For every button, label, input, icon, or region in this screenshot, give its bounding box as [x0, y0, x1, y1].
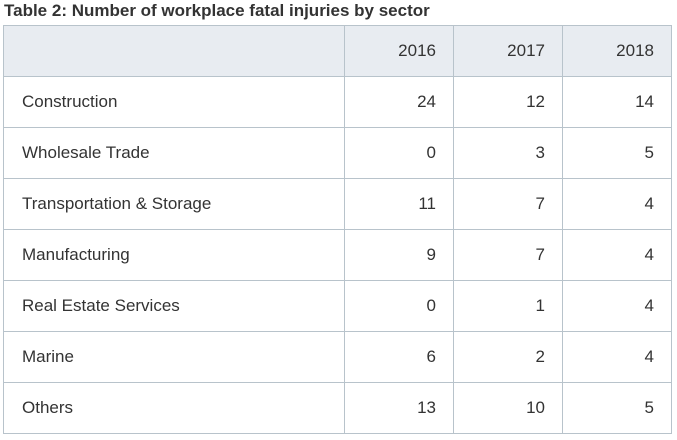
sector-cell: Transportation & Storage	[3, 178, 345, 230]
value-cell: 3	[453, 127, 563, 179]
value-cell: 12	[453, 76, 563, 128]
header-sector	[3, 25, 345, 77]
sector-cell: Others	[3, 382, 345, 434]
value-cell: 5	[562, 127, 672, 179]
value-cell: 4	[562, 280, 672, 332]
value-cell: 7	[453, 178, 563, 230]
sector-cell: Construction	[3, 76, 345, 128]
header-year: 2017	[453, 25, 563, 77]
value-cell: 24	[344, 76, 454, 128]
value-cell: 7	[453, 229, 563, 281]
value-cell: 9	[344, 229, 454, 281]
header-year: 2018	[562, 25, 672, 77]
value-cell: 2	[453, 331, 563, 383]
value-cell: 5	[562, 382, 672, 434]
table-row: Construction 24 12 14	[3, 76, 672, 128]
value-cell: 10	[453, 382, 563, 434]
value-cell: 13	[344, 382, 454, 434]
table-row: Transportation & Storage 11 7 4	[3, 178, 672, 230]
sector-cell: Wholesale Trade	[3, 127, 345, 179]
table-row: Marine 6 2 4	[3, 331, 672, 383]
sector-cell: Real Estate Services	[3, 280, 345, 332]
value-cell: 0	[344, 127, 454, 179]
sector-cell: Manufacturing	[3, 229, 345, 281]
value-cell: 0	[344, 280, 454, 332]
table-row: Others 13 10 5	[3, 382, 672, 434]
fatal-injuries-table: 2016 2017 2018 Construction 24 12 14 Who…	[3, 25, 672, 434]
sector-cell: Marine	[3, 331, 345, 383]
header-row: 2016 2017 2018	[3, 25, 672, 77]
table-row: Real Estate Services 0 1 4	[3, 280, 672, 332]
value-cell: 4	[562, 331, 672, 383]
value-cell: 1	[453, 280, 563, 332]
value-cell: 14	[562, 76, 672, 128]
table-row: Manufacturing 9 7 4	[3, 229, 672, 281]
header-year: 2016	[344, 25, 454, 77]
table-title: Table 2: Number of workplace fatal injur…	[4, 1, 430, 20]
table-row: Wholesale Trade 0 3 5	[3, 127, 672, 179]
value-cell: 6	[344, 331, 454, 383]
value-cell: 4	[562, 178, 672, 230]
value-cell: 11	[344, 178, 454, 230]
value-cell: 4	[562, 229, 672, 281]
